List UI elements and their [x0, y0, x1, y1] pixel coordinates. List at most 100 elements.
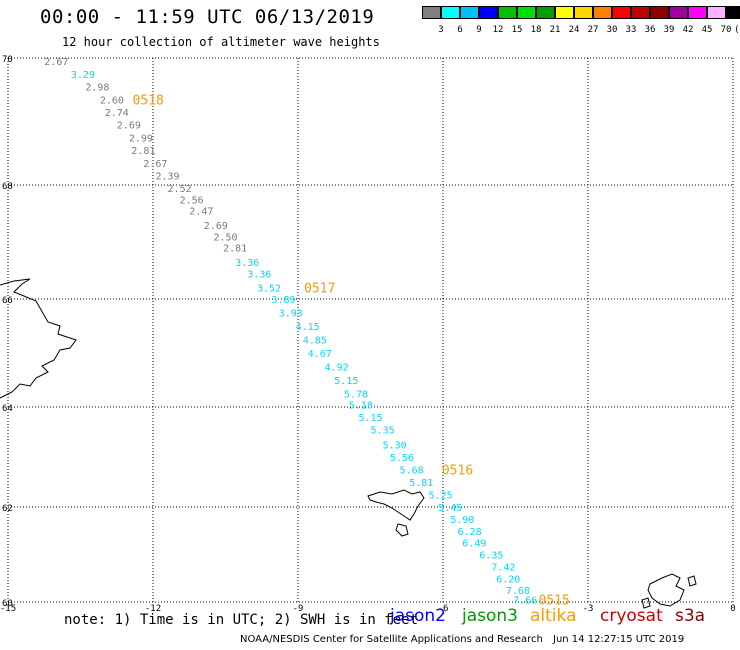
wave-height-value: 3.89	[271, 295, 295, 306]
colorbar-label: 9	[476, 25, 482, 35]
colorbar-label: 45	[701, 25, 713, 35]
wave-height-value: 4.92	[325, 363, 349, 374]
generated-timestamp: Jun 14 12:27:15 UTC 2019	[553, 634, 685, 645]
wave-height-value: 2.74	[105, 108, 129, 119]
wave-height-value: 5.15	[334, 376, 358, 387]
colorbar-label: 42	[682, 25, 694, 35]
lat-tick-label: 66	[2, 296, 13, 306]
map-grid	[7, 57, 734, 603]
wave-height-value: 5.18	[349, 400, 373, 411]
pass-labels: 0518 0517 0516 0515	[133, 93, 570, 608]
wave-height-value: 2.99	[129, 133, 153, 144]
colorbar-swatch	[650, 6, 669, 19]
wave-height-value: 5.78	[344, 390, 368, 401]
faroe-islet-1	[395, 523, 409, 537]
wave-height-value: 2.67	[143, 159, 167, 170]
colorbar-swatch	[422, 6, 441, 19]
colorbar-label: 30	[606, 25, 618, 35]
wave-height-value: 2.69	[204, 221, 228, 232]
colorbar-label: 24	[568, 25, 580, 35]
shetland-islet-1	[687, 575, 697, 587]
colorbar-label: 18	[530, 25, 542, 35]
wave-height-value: 2.56	[180, 195, 204, 206]
wave-height-value: 3.52	[257, 284, 281, 295]
wave-height-value: 6.35	[479, 551, 503, 562]
page-subtitle: 12 hour collection of altimeter wave hei…	[62, 35, 380, 49]
shetland-islands	[647, 573, 685, 607]
colorbar-swatch	[517, 6, 536, 19]
wave-height-value: 5.25	[429, 491, 453, 502]
colorbar-swatch	[460, 6, 479, 19]
pass-time-label: 0518	[133, 93, 164, 108]
colorbar-swatch	[593, 6, 612, 19]
wave-height-value: 2.50	[213, 232, 237, 243]
pass-time-label: 0516	[442, 464, 473, 479]
shetland-islet-2	[641, 597, 651, 609]
wave-height-value: 6.49	[462, 539, 486, 550]
pass-time-label: 0517	[304, 282, 335, 297]
wave-height-value: 4.67	[308, 349, 332, 360]
lon-tick-label: -9	[293, 604, 304, 614]
wave-height-value: 2.98	[85, 83, 109, 94]
colorbar-label: 27	[587, 25, 599, 35]
wave-height-value: 6.20	[496, 574, 520, 585]
colorbar-swatch	[688, 6, 707, 19]
page-title: 00:00 - 11:59 UTC 06/13/2019	[40, 6, 375, 28]
wave-height-value: 7.66	[513, 596, 537, 607]
axis-labels: -15 -12 -9 -6 -3 0 70 68 66 64 62 60	[0, 55, 736, 614]
satellite-legend-altika: altika	[530, 606, 577, 626]
wave-height-value: 2.60	[100, 95, 124, 106]
colorbar-swatch	[631, 6, 650, 19]
colorbar-label: 33	[625, 25, 637, 35]
wave-height-value: 5.90	[450, 515, 474, 526]
colorbar-label: 39	[663, 25, 675, 35]
lon-tick-label: -15	[0, 604, 16, 614]
colorbar-label: (ft)	[734, 25, 740, 35]
lon-tick-label: 0	[730, 604, 735, 614]
wave-height-value: 4.15	[296, 322, 320, 333]
colorbar-label: 6	[457, 25, 463, 35]
satellite-legend-jason2: jason2	[390, 606, 446, 626]
satellite-legend-cryosat: cryosat	[600, 606, 663, 626]
colorbar-label: 15	[511, 25, 523, 35]
wave-height-value: 3.36	[247, 269, 271, 280]
colorbar-swatch	[707, 6, 726, 19]
faroe-islands	[367, 489, 425, 521]
wave-height-value: 5.15	[358, 413, 382, 424]
colorbar-label: 70	[720, 25, 732, 35]
footer-note: note: 1) Time is in UTC; 2) SWH is in fe…	[64, 612, 419, 628]
wave-height-value: 5.81	[409, 478, 433, 489]
colorbar-swatch	[612, 6, 631, 19]
colorbar-swatch	[669, 6, 688, 19]
colorbar-swatch	[536, 6, 555, 19]
lat-tick-label: 62	[2, 504, 13, 514]
lon-tick-label: -3	[583, 604, 594, 614]
wave-height-value: 5.45	[438, 503, 462, 514]
wave-height-value: 5.30	[383, 441, 407, 452]
wave-height-value: 3.93	[279, 309, 303, 320]
lat-tick-label: 68	[2, 182, 13, 192]
lon-tick-label: -12	[145, 604, 161, 614]
greenland-coast	[0, 278, 77, 399]
colorbar-swatch	[726, 6, 740, 19]
wave-height-value: 4.85	[303, 336, 327, 347]
wave-height-value: 3.29	[71, 70, 95, 81]
wave-height-value: 5.56	[390, 453, 414, 464]
wave-height-value: 5.35	[371, 426, 395, 437]
colorbar-swatch	[555, 6, 574, 19]
credit-line: NOAA/NESDIS Center for Satellite Applica…	[240, 634, 543, 645]
lat-tick-label: 60	[2, 599, 13, 609]
lon-tick-label: -6	[438, 604, 449, 614]
wave-height-value: 2.81	[131, 146, 155, 157]
colorbar-label: 3	[438, 25, 444, 35]
satellite-legend-jason3: jason3	[462, 606, 518, 626]
colorbar-swatch	[498, 6, 517, 19]
altika-track: 2.673.292.982.602.742.692.992.812.672.39…	[44, 57, 537, 606]
wave-height-value: 2.47	[189, 207, 213, 218]
wave-height-value: 5.68	[400, 466, 424, 477]
colorbar-swatch	[574, 6, 593, 19]
lat-tick-label: 64	[2, 404, 13, 414]
colorbar-label: 36	[644, 25, 656, 35]
wave-height-value: 2.81	[223, 244, 247, 255]
wave-height-value: 2.67	[44, 57, 68, 68]
